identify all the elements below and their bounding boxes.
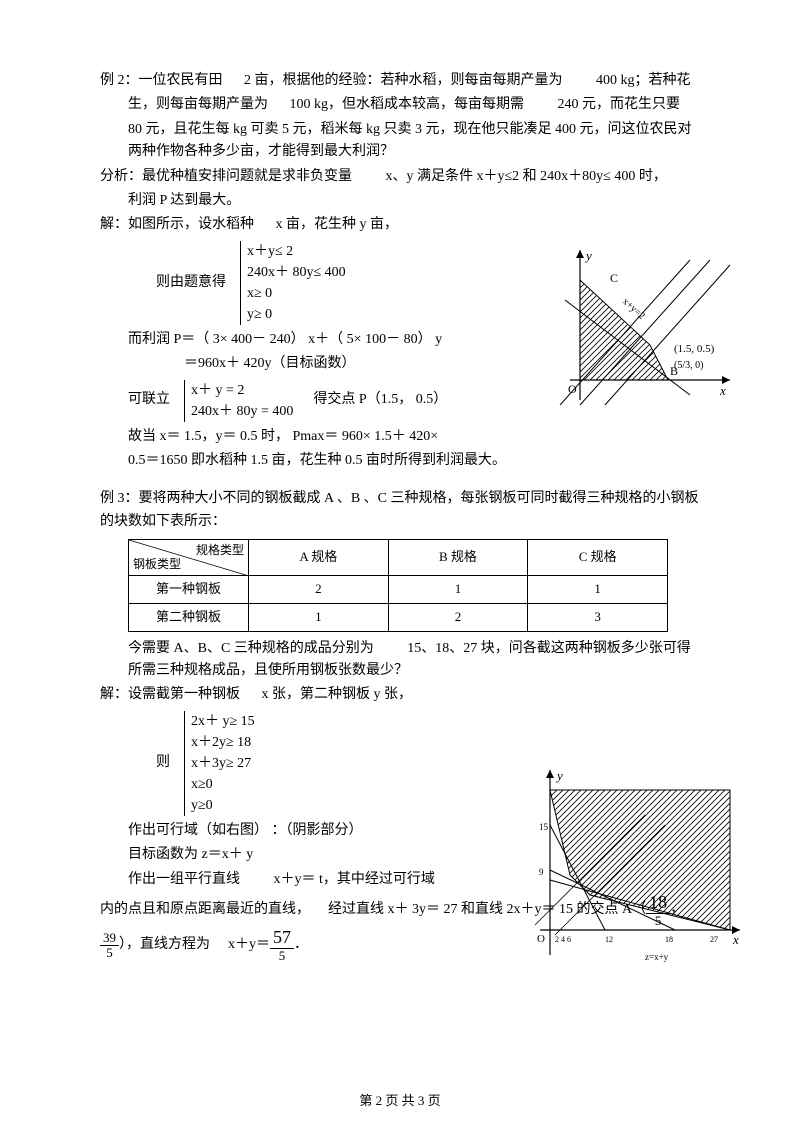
- ex2-line1: 例 2：一位农民有田 2 亩，根据他的经验：若种水稻，则每亩每期产量为 400 …: [100, 70, 700, 92]
- ex2-rice-yield: 400 kg；若种花: [596, 73, 691, 88]
- svg-text:(5/3, 0): (5/3, 0): [674, 360, 703, 371]
- ex2-c2: 240x＋ 80y≤ 400: [247, 262, 346, 283]
- ex2-sol-vars: x 亩，花生种 y 亩，: [276, 217, 399, 232]
- sum-d: 5: [270, 949, 294, 963]
- svg-text:(1.5, 0.5): (1.5, 0.5): [674, 343, 715, 355]
- ex3-c3: x＋3y≥ 27: [191, 753, 255, 774]
- ex3-close: ），直线方程为: [119, 934, 210, 956]
- ex2-concl2: 0.5＝1650 即水稻种 1.5 亩，花生种 0.5 亩时所得到利润最大。: [100, 450, 700, 472]
- svg-text:15: 15: [539, 822, 549, 832]
- ex2-line2: 生，则每亩每期产量为 100 kg，但水稻成本较高，每亩每期需 240 元，而花…: [100, 94, 700, 116]
- ex2-figure: y x O C B (1.5, 0.5) (5/3, 0) x+y=2: [550, 240, 740, 410]
- ex3-figure: y x O 15 9 2 4 6 12 18 27 z=x+y: [515, 760, 745, 970]
- svg-text:x: x: [732, 932, 739, 947]
- svg-text:2 4 6: 2 4 6: [555, 935, 571, 944]
- r1c3: 1: [528, 576, 668, 604]
- r2c2: 2: [388, 603, 528, 631]
- svg-text:12: 12: [605, 935, 613, 944]
- r1c1: 2: [249, 576, 389, 604]
- page-footer: 第 2 页 共 3 页: [0, 1091, 800, 1112]
- ex3-need: 今需要 A、B、C 三种规格的成品分别为 15、18、27 块，问各截这两种钢板…: [100, 638, 700, 683]
- r1c2: 1: [388, 576, 528, 604]
- ex2-analysis1: 分析：最优种植安排问题就是求非负变量 x、y 满足条件 x＋y≤2 和 240x…: [100, 166, 700, 188]
- ex3-c4: x≥0: [191, 774, 255, 795]
- ex2-line2a: 生，则每亩每期产量为: [128, 97, 268, 112]
- svg-text:O: O: [537, 933, 545, 945]
- ex3-c2: x＋2y≥ 18: [191, 732, 255, 753]
- ex3-inner: 内的点且和原点距离最近的直线，: [100, 899, 310, 921]
- col-c: C 规格: [528, 540, 668, 576]
- ex2-sol-line: 解：如图所示，设水稻种 x 亩，花生种 y 亩，: [100, 214, 700, 236]
- ex2-ana-label: 分析：最优种植安排问题就是求非负变量: [100, 169, 352, 184]
- svg-text:27: 27: [710, 935, 718, 944]
- ex2-solve-label: 可联立: [128, 389, 170, 411]
- row2-label: 第二种钢板: [129, 603, 249, 631]
- ex3-par1: 作出一组平行直线: [128, 872, 240, 887]
- ex3-brace: 2x＋ y≥ 15 x＋2y≥ 18 x＋3y≥ 27 x≥0 y≥0: [184, 711, 255, 816]
- ex2-title: 例 2：一位农民有田: [100, 73, 223, 88]
- ex2-c4: y≥ 0: [247, 304, 346, 325]
- svg-text:18: 18: [665, 935, 673, 944]
- ay-d: 5: [100, 946, 119, 960]
- ex2-rice-cost: 240 元，而花生只要: [558, 97, 681, 112]
- ex2-mu: 2 亩，根据他的经验：若种水稻，则每亩每期产量为: [244, 73, 563, 88]
- ex3-period: ．: [294, 934, 308, 956]
- ex2-peanut: 100 kg，但水稻成本较高，每亩每期需: [290, 97, 525, 112]
- ex2-analysis2: 利润 P 达到最大。: [100, 190, 700, 212]
- svg-text:y: y: [555, 768, 563, 783]
- ex3-c5: y≥0: [191, 795, 255, 816]
- diag-bottom: 钢板类型: [133, 555, 181, 574]
- ex3-need-text: 今需要 A、B、C 三种规格的成品分别为: [128, 641, 374, 656]
- ex2-sol-label: 解：如图所示，设水稻种: [100, 217, 254, 232]
- ex3-c1: 2x＋ y≥ 15: [191, 711, 255, 732]
- col-b: B 规格: [388, 540, 528, 576]
- table-diag-cell: 规格类型 钢板类型: [129, 540, 249, 576]
- diag-top: 规格类型: [196, 541, 244, 560]
- ex2-con-label: 则由题意得: [156, 272, 226, 294]
- ex2-c3: x≥ 0: [247, 283, 346, 304]
- ex2-s1: x＋ y = 2: [191, 380, 293, 401]
- steel-table: 规格类型 钢板类型 A 规格 B 规格 C 规格 第一种钢板 2 1 1 第二种…: [128, 539, 668, 632]
- ex2-concl1: 故当 x＝ 1.5，y＝ 0.5 时， Pmax＝ 960× 1.5＋ 420×: [100, 426, 700, 448]
- svg-text:x: x: [719, 383, 726, 398]
- svg-text:O: O: [568, 382, 577, 396]
- svg-text:9: 9: [539, 867, 544, 877]
- ex3-title: 例 3：要将两种大小不同的钢板截成 A 、B 、C 三种规格，每张钢板可同时截得…: [100, 488, 700, 533]
- ex2-ana-vars: x、y 满足条件 x＋y≤2 和 240x＋80y≤ 400 时，: [386, 169, 667, 184]
- ex2-solve-brace: x＋ y = 2 240x＋ 80y = 400: [184, 380, 293, 422]
- ex3-con-label: 则: [156, 752, 170, 774]
- r2c3: 3: [528, 603, 668, 631]
- ex3-sol: 解：设需截第一种钢板 x 张，第二种钢板 y 张，: [100, 684, 700, 706]
- ex2-solve-res: 得交点 P（1.5， 0.5）: [313, 389, 447, 411]
- ex2-c1: x＋y≤ 2: [247, 241, 346, 262]
- ex3-par2: x＋y＝ t，其中经过可行域: [274, 872, 435, 887]
- svg-text:x+y=2: x+y=2: [620, 296, 647, 322]
- ex3-sol-vars: x 张，第二种钢板 y 张，: [262, 687, 413, 702]
- r2c1: 1: [249, 603, 389, 631]
- ex2-line3: 80 元，且花生每 kg 可卖 5 元，稻米每 kg 只卖 3 元，现在他只能凑…: [100, 119, 700, 164]
- table-row: 第一种钢板 2 1 1: [129, 576, 668, 604]
- sum-n: 57: [270, 928, 294, 949]
- frac-ay: 39 5: [100, 931, 119, 961]
- frac-sum: 57 5: [270, 928, 294, 963]
- ex2-s2: 240x＋ 80y = 400: [191, 401, 293, 422]
- row1-label: 第一种钢板: [129, 576, 249, 604]
- svg-text:C: C: [610, 271, 618, 285]
- svg-text:z=x+y: z=x+y: [645, 952, 669, 962]
- ex3-eq: x＋y＝: [228, 934, 270, 956]
- table-row: 第二种钢板 1 2 3: [129, 603, 668, 631]
- ay-n: 39: [100, 931, 119, 946]
- ex3-sol-label: 解：设需截第一种钢板: [100, 687, 240, 702]
- svg-text:y: y: [584, 248, 592, 263]
- ex2-brace: x＋y≤ 2 240x＋ 80y≤ 400 x≥ 0 y≥ 0: [240, 241, 346, 325]
- col-a: A 规格: [249, 540, 389, 576]
